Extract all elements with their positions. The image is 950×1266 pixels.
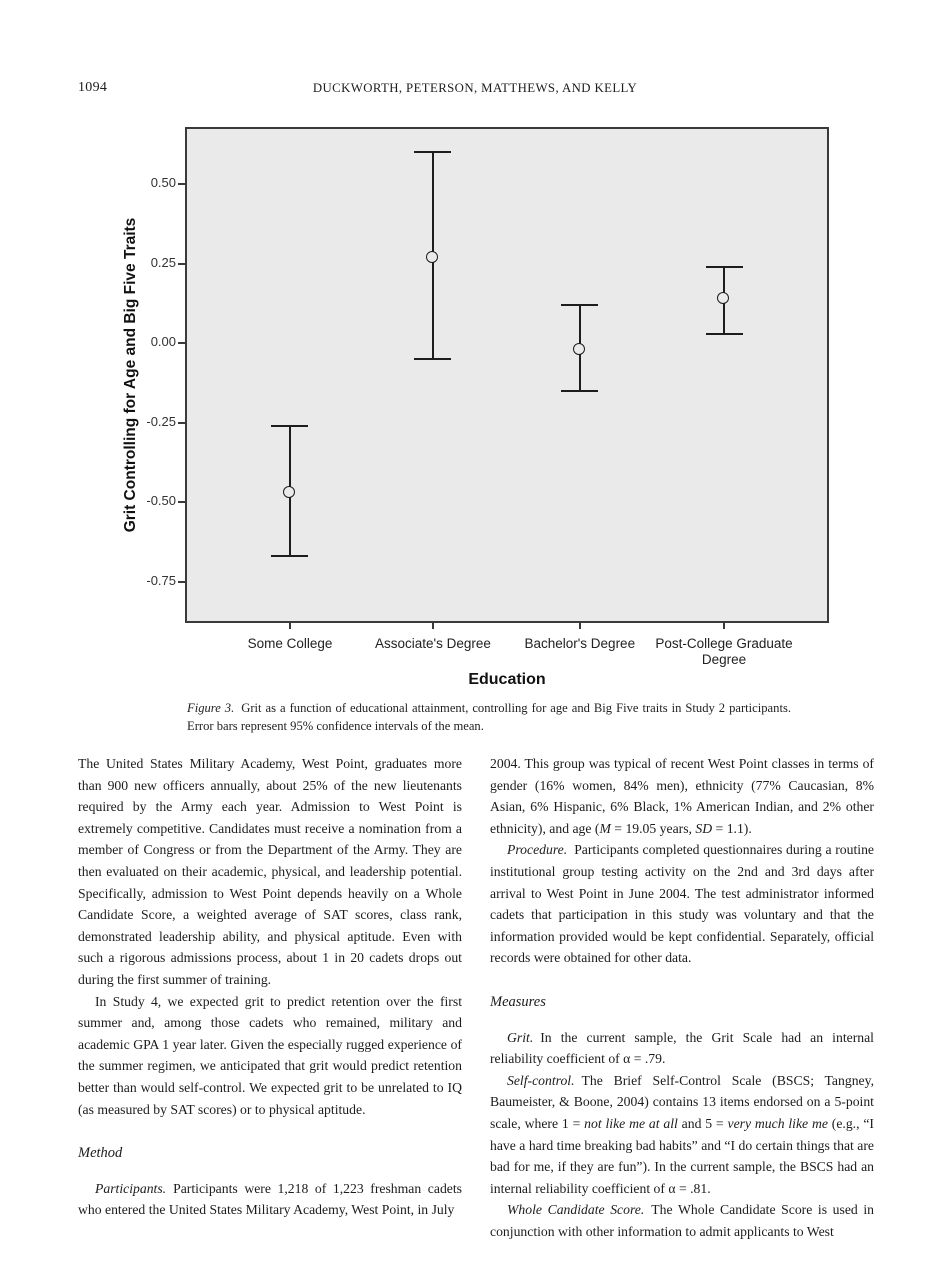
italic-text: SD: [695, 820, 713, 836]
xtick-mark: [288, 623, 291, 629]
italic-text: Whole Candidate Score.: [507, 1202, 645, 1218]
text-run: = 19.05 years,: [610, 820, 696, 836]
page-number: 1094: [78, 80, 108, 95]
paragraph: Grit. In the current sample, the Grit Sca…: [490, 1027, 874, 1070]
italic-text: M: [599, 820, 611, 836]
italic-text: Self-control.: [507, 1072, 575, 1088]
ytick-mark: [178, 262, 185, 265]
ytick-mark: [178, 501, 185, 504]
right-column: 2004. This group was typical of recent W…: [490, 753, 874, 1242]
error-bar-cap-bottom: [271, 555, 309, 558]
category-label: Bachelor's Degree: [524, 636, 636, 651]
paragraph: Procedure. Participants completed questio…: [490, 839, 874, 969]
category-label: Post-College Graduate Degree: [655, 636, 793, 667]
figure-caption: Figure 3. Grit as a function of education…: [187, 700, 791, 735]
text-run: In Study 4, we expected grit to predict …: [78, 993, 462, 1117]
paragraph: In Study 4, we expected grit to predict …: [78, 991, 462, 1121]
ytick-mark: [178, 183, 185, 186]
paragraph: 2004. This group was typical of recent W…: [490, 753, 874, 839]
text-run: Grit as a function of educational attain…: [187, 701, 791, 733]
text-run: = 1.1).: [712, 820, 752, 836]
running-head: DUCKWORTH, PETERSON, MATTHEWS, AND KELLY: [312, 81, 638, 95]
italic-text: Figure 3.: [187, 701, 235, 715]
text-run: The United States Military Academy, West…: [78, 756, 462, 987]
paragraph: Whole Candidate Score. The Whole Candidat…: [490, 1199, 874, 1242]
error-bar-cap-top: [561, 304, 599, 307]
text-run: Participants completed questionnaires du…: [490, 842, 874, 966]
data-point: [426, 250, 439, 263]
error-bar-cap-top: [705, 265, 743, 268]
error-bar-cap-top: [271, 424, 309, 427]
ytick-mark: [178, 342, 185, 345]
section-heading: Measures: [490, 993, 546, 1010]
data-point: [573, 342, 586, 355]
paragraph: Self-control. The Brief Self-Control Scal…: [490, 1070, 874, 1200]
ytick-label: -0.75: [146, 572, 176, 588]
ytick-label: 0.25: [150, 254, 176, 270]
paragraph: Participants. Participants were 1,218 of …: [78, 1178, 462, 1221]
xtick-mark: [431, 623, 434, 629]
error-bar-cap-bottom: [561, 389, 599, 392]
error-bar-cap-bottom: [414, 358, 452, 361]
paragraph: The United States Military Academy, West…: [78, 753, 462, 991]
text-run: and 5 =: [677, 1115, 728, 1131]
text-run: 2004. This group was typical of recent W…: [490, 756, 874, 836]
italic-text: Participants.: [95, 1180, 167, 1196]
data-point: [283, 485, 296, 498]
category-label: Some College: [247, 636, 333, 651]
category-label: Associate's Degree: [374, 636, 491, 651]
ytick-mark: [178, 580, 185, 583]
italic-text: Grit.: [507, 1029, 534, 1045]
italic-text: very much like me: [727, 1115, 828, 1131]
xtick-mark: [723, 623, 726, 629]
section-heading: Method: [78, 1145, 123, 1162]
ytick-label: 0.00: [150, 334, 176, 350]
ytick-label: -0.25: [146, 413, 176, 429]
chart-plot-area: [185, 127, 829, 623]
ytick-label: 0.50: [150, 175, 176, 191]
italic-text: Procedure.: [507, 842, 568, 858]
body-text: The United States Military Academy, West…: [78, 753, 874, 1242]
left-column: The United States Military Academy, West…: [78, 753, 462, 1242]
italic-text: not like me at all: [584, 1115, 678, 1131]
text-run: Participants were 1,218 of 1,223 freshma…: [78, 1180, 462, 1218]
text-run: In the current sample, the Grit Scale ha…: [490, 1029, 874, 1067]
figure-3: Grit Controlling for Age and Big Five Tr…: [122, 127, 829, 735]
ytick-mark: [178, 421, 185, 424]
ytick-label: -0.50: [146, 493, 176, 509]
text-run: The Brief Self-Control Scale (BSCS; Tang…: [490, 1072, 874, 1131]
error-bar-cap-top: [414, 151, 452, 154]
text-run: The Whole Candidate Score is used in con…: [490, 1202, 874, 1239]
error-bar-cap-bottom: [705, 332, 743, 335]
x-axis-title: Education: [468, 671, 546, 688]
xtick-mark: [578, 623, 581, 629]
text-run: (e.g., “I have a hard time breaking bad …: [490, 1115, 874, 1196]
data-point: [717, 291, 730, 304]
